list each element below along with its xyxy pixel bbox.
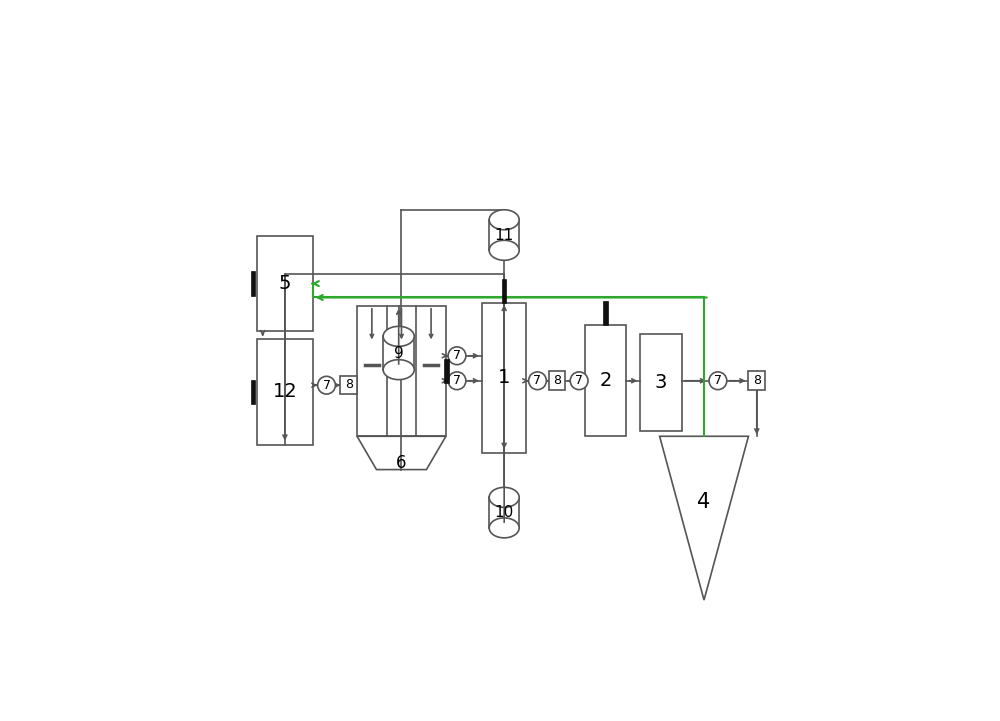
Bar — [482, 303, 526, 453]
Text: 2: 2 — [599, 371, 612, 390]
Circle shape — [448, 372, 466, 389]
Text: 8: 8 — [553, 374, 561, 387]
Bar — [357, 306, 446, 436]
Polygon shape — [660, 436, 748, 600]
Text: 1: 1 — [498, 368, 510, 387]
Bar — [640, 334, 682, 430]
Bar — [340, 376, 357, 394]
Text: 4: 4 — [697, 492, 711, 511]
Bar — [603, 301, 608, 325]
Text: 12: 12 — [273, 382, 297, 402]
Text: 7: 7 — [533, 374, 541, 387]
Bar — [549, 371, 565, 389]
Text: 3: 3 — [655, 373, 667, 392]
Bar — [251, 271, 255, 296]
Text: 8: 8 — [345, 379, 353, 392]
Circle shape — [318, 376, 335, 394]
Circle shape — [570, 372, 588, 389]
Text: 7: 7 — [453, 374, 461, 387]
Polygon shape — [357, 436, 446, 469]
Circle shape — [448, 347, 466, 365]
Circle shape — [709, 372, 727, 389]
Text: 5: 5 — [279, 274, 291, 293]
Bar — [748, 371, 765, 389]
Polygon shape — [489, 220, 519, 250]
Bar — [502, 278, 506, 303]
Text: 6: 6 — [396, 454, 407, 472]
Ellipse shape — [489, 240, 519, 260]
Text: 8: 8 — [753, 374, 761, 387]
Bar — [585, 325, 626, 436]
Text: 9: 9 — [394, 345, 404, 360]
Polygon shape — [489, 497, 519, 528]
Text: 7: 7 — [575, 374, 583, 387]
Ellipse shape — [383, 360, 414, 380]
Circle shape — [529, 372, 546, 389]
Text: 7: 7 — [323, 379, 331, 392]
Ellipse shape — [489, 210, 519, 230]
Text: 7: 7 — [453, 349, 461, 362]
Bar — [251, 380, 255, 404]
Polygon shape — [383, 336, 414, 370]
Ellipse shape — [489, 518, 519, 538]
Text: 11: 11 — [495, 228, 514, 242]
Ellipse shape — [489, 487, 519, 508]
Text: 10: 10 — [495, 505, 514, 520]
Bar — [257, 339, 313, 445]
Ellipse shape — [383, 327, 414, 346]
Bar — [257, 236, 313, 331]
Text: 7: 7 — [714, 374, 722, 387]
Bar — [444, 359, 449, 384]
